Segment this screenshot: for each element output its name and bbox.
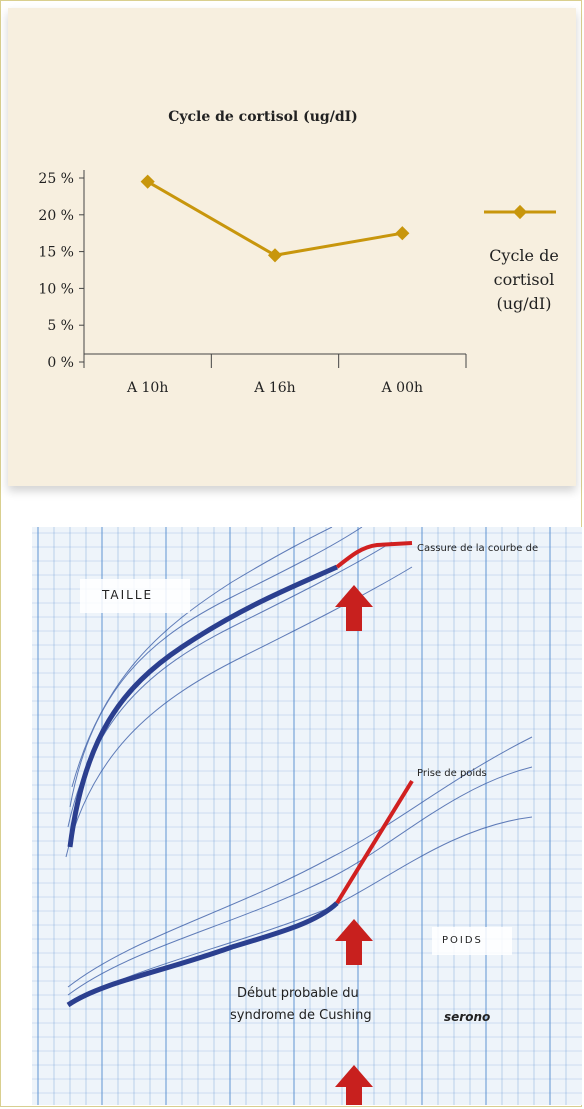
cortisol-chart-svg: 25 % 20 % 15 % 10 % 5 % 0 % A 10h A 16h A 00h bbox=[38, 170, 556, 396]
cortisol-chart-card: Cycle de cortisol (ug/dI) 25 % 20 % 15 % 10… bbox=[8, 8, 576, 486]
y-tick-label: 25 % bbox=[38, 171, 74, 187]
debut-label-line1: Début probable du bbox=[237, 986, 359, 1001]
legend-label-line1: Cycle de bbox=[489, 246, 559, 265]
growth-chart-svg: TAILLE Cassure de la courbe de Prise de … bbox=[32, 526, 582, 1105]
taille-break-curve bbox=[335, 541, 413, 569]
poids-label: POIDS bbox=[442, 935, 483, 946]
y-tick-label: 5 % bbox=[47, 318, 74, 334]
data-point bbox=[267, 248, 283, 263]
growth-grid bbox=[32, 527, 582, 1105]
y-tick-label: 15 % bbox=[38, 245, 74, 261]
legend-label: Cycle de cortisol (ug/dI) bbox=[478, 244, 570, 316]
chart-title: Cycle de cortisol (ug/dI) bbox=[168, 109, 358, 125]
y-tick-label: 0 % bbox=[47, 355, 74, 371]
prise-label: Prise de poids bbox=[417, 768, 487, 779]
series-line bbox=[146, 180, 403, 257]
y-tick-label: 10 % bbox=[38, 281, 74, 297]
serono-logo: serono bbox=[444, 1010, 490, 1024]
legend-label-line2: cortisol bbox=[493, 270, 555, 289]
legend-marker bbox=[512, 204, 528, 220]
data-point bbox=[395, 226, 410, 241]
x-tick-label: A 10h bbox=[126, 380, 168, 396]
legend-label-line3: (ug/dI) bbox=[496, 294, 552, 313]
debut-label-line2: syndrome de Cushing bbox=[230, 1008, 372, 1023]
x-tick-label: A 00h bbox=[381, 380, 423, 396]
y-tick-label: 20 % bbox=[38, 208, 74, 224]
growth-chart-image: TAILLE Cassure de la courbe de Prise de … bbox=[32, 526, 582, 1105]
poids-curve bbox=[66, 901, 339, 1008]
x-tick-label: A 16h bbox=[253, 380, 295, 396]
arrow-icon bbox=[335, 585, 373, 1105]
data-point bbox=[140, 174, 155, 189]
poids-gain-curve bbox=[335, 779, 414, 905]
taille-curve bbox=[67, 564, 339, 848]
cassure-label: Cassure de la courbe de bbox=[417, 543, 538, 554]
taille-label: TAILLE bbox=[101, 588, 153, 602]
